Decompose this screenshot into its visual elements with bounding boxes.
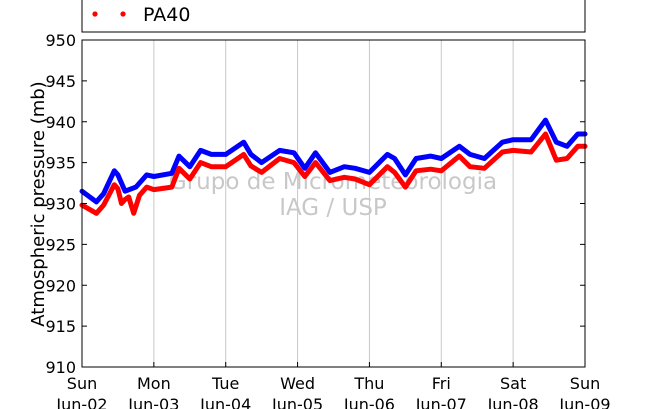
series-layer <box>79 117 588 216</box>
legend-marker <box>92 11 98 17</box>
y-tick-label: 940 <box>45 113 76 132</box>
x-tick-label-day: Mon <box>137 374 171 393</box>
watermark-line-2: IAG / USP <box>279 195 387 221</box>
x-tick-label-date: Jun-04 <box>199 395 251 409</box>
x-tick-label-day: Sat <box>500 374 526 393</box>
x-tick-label-date: Jun-07 <box>415 395 467 409</box>
x-tick-label-day: Tue <box>211 374 239 393</box>
watermark: Grupo de Micrometeorologia IAG / USP <box>169 169 497 221</box>
x-tick-label-day: Fri <box>432 374 451 393</box>
x-tick-label-date: Jun-09 <box>558 395 610 409</box>
y-tick-label: 935 <box>45 154 76 173</box>
legend: PA40 <box>81 0 586 33</box>
y-tick-label: 945 <box>45 72 76 91</box>
x-tick-label-day: Sun <box>570 374 600 393</box>
legend-marker <box>120 11 126 17</box>
x-tick-label-date: Jun-08 <box>487 395 539 409</box>
y-tick-label: 920 <box>45 276 76 295</box>
y-tick-label: 910 <box>45 358 76 377</box>
x-tick-label-date: Jun-03 <box>127 395 179 409</box>
grid-lines <box>153 40 514 367</box>
y-tick-label: 915 <box>45 317 76 336</box>
x-tick-label-day: Thu <box>353 374 384 393</box>
x-tick-label-day: Sun <box>67 374 97 393</box>
y-tick-label: 930 <box>45 195 76 214</box>
legend-box <box>81 0 586 33</box>
y-axis: 910 915 920 925 930 935 940 945 950 <box>45 31 585 377</box>
y-tick-label: 950 <box>45 31 76 50</box>
x-tick-label-date: Jun-06 <box>343 395 395 409</box>
legend-label: PA40 <box>143 4 190 26</box>
y-tick-label: 925 <box>45 235 76 254</box>
x-tick-label-date: Jun-02 <box>55 395 107 409</box>
y-axis-label: Atmospheric pressure (mb) <box>28 81 49 326</box>
series-line-2 <box>79 131 588 216</box>
series-line-1 <box>79 117 588 205</box>
x-axis: Sun Jun-02 Mon Jun-03 Tue Jun-04 Wed Jun-05 Thu J… <box>55 362 611 409</box>
x-tick-label-date: Jun-05 <box>271 395 323 409</box>
x-tick-label-day: Wed <box>280 374 315 393</box>
